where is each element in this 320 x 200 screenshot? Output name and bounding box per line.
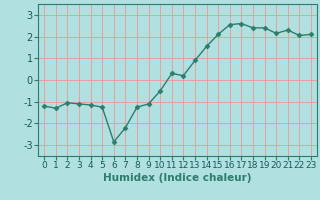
- X-axis label: Humidex (Indice chaleur): Humidex (Indice chaleur): [103, 173, 252, 183]
